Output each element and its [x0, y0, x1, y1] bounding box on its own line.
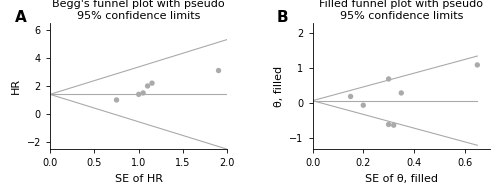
Point [360, 104, 368, 107]
Point [214, 69, 222, 72]
Text: A: A [14, 10, 26, 25]
Point [144, 84, 152, 87]
Point [384, 123, 392, 126]
Title: Filled funnel plot with pseudo
95% confidence limits: Filled funnel plot with pseudo 95% confi… [320, 0, 484, 21]
Point [390, 124, 398, 127]
Y-axis label: HR: HR [11, 78, 21, 94]
Point [112, 98, 120, 101]
Point [134, 93, 142, 96]
Point [398, 91, 406, 95]
Point [346, 95, 354, 98]
Text: B: B [277, 10, 288, 25]
X-axis label: SE of HR: SE of HR [114, 174, 162, 184]
Y-axis label: θ, filled: θ, filled [274, 65, 283, 107]
X-axis label: SE of θ, filled: SE of θ, filled [365, 174, 438, 184]
Point [384, 77, 392, 80]
Title: Begg's funnel plot with pseudo
95% confidence limits: Begg's funnel plot with pseudo 95% confi… [52, 0, 225, 21]
Point [148, 82, 156, 85]
Point [139, 91, 147, 95]
Point [474, 63, 482, 66]
